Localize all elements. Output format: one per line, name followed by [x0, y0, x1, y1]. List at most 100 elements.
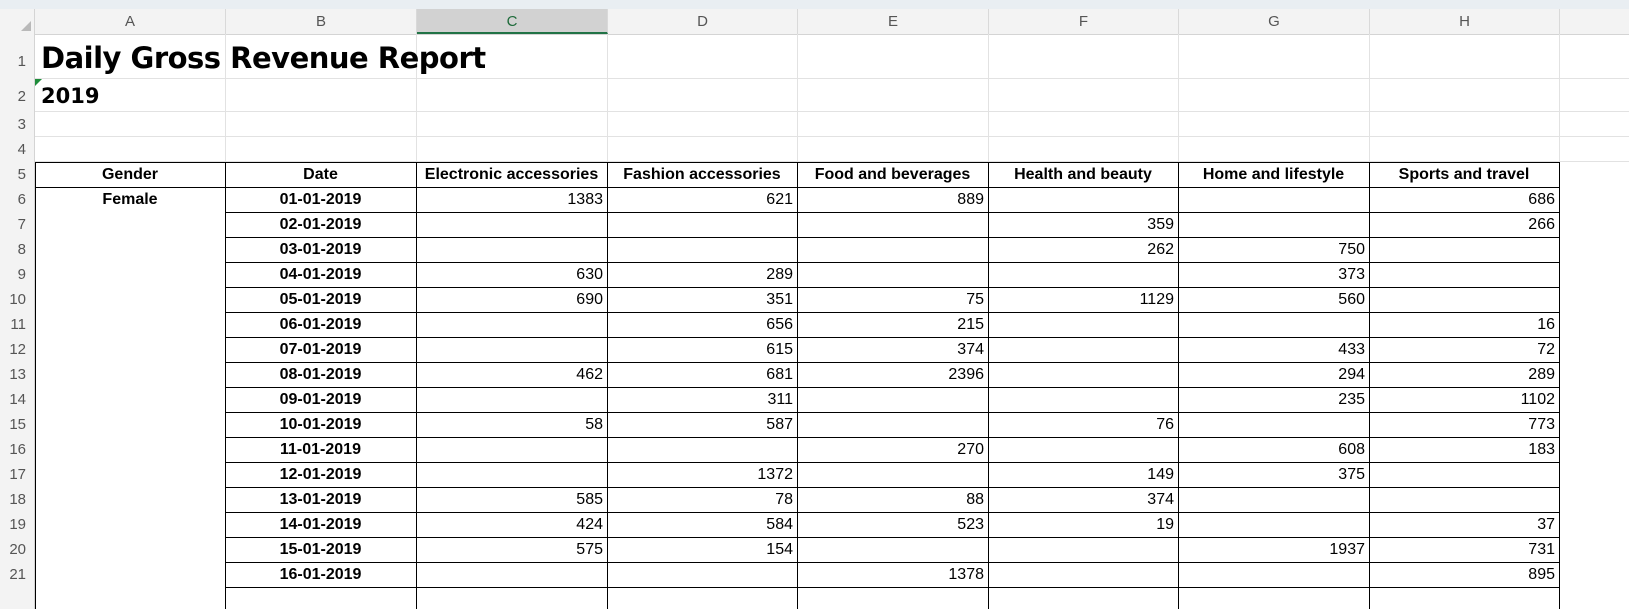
- value-cell[interactable]: [797, 212, 988, 237]
- value-cell[interactable]: 1383: [567, 191, 603, 208]
- value-cell[interactable]: 433: [1338, 341, 1365, 358]
- value-cell[interactable]: [797, 537, 988, 562]
- date-cell[interactable]: 03-01-2019: [279, 241, 362, 258]
- value-cell[interactable]: [416, 337, 607, 362]
- row-header-13[interactable]: 13: [9, 366, 26, 383]
- value-cell[interactable]: 575: [576, 541, 603, 558]
- value-cell[interactable]: [1178, 487, 1369, 512]
- value-cell[interactable]: 681: [766, 366, 793, 383]
- value-cell[interactable]: 37: [1537, 516, 1555, 533]
- row-header-20[interactable]: 20: [9, 541, 26, 558]
- value-cell[interactable]: [1178, 412, 1369, 437]
- date-cell[interactable]: 10-01-2019: [279, 416, 362, 433]
- table-header-cell[interactable]: Home and lifestyle: [1202, 166, 1345, 183]
- value-cell[interactable]: [607, 437, 797, 462]
- row-header-3[interactable]: 3: [17, 116, 26, 133]
- row-header-17[interactable]: 17: [9, 466, 26, 483]
- value-cell[interactable]: 76: [1156, 416, 1174, 433]
- value-cell[interactable]: 359: [1147, 216, 1174, 233]
- value-cell[interactable]: [416, 462, 607, 487]
- value-cell[interactable]: 351: [766, 291, 793, 308]
- value-cell[interactable]: 424: [576, 516, 603, 533]
- value-cell[interactable]: 462: [576, 366, 603, 383]
- value-cell[interactable]: 889: [957, 191, 984, 208]
- value-cell[interactable]: 215: [957, 316, 984, 333]
- date-cell[interactable]: 14-01-2019: [279, 516, 362, 533]
- value-cell[interactable]: 615: [766, 341, 793, 358]
- column-header-b[interactable]: B: [226, 9, 417, 34]
- value-cell[interactable]: [1369, 287, 1559, 312]
- value-cell[interactable]: [1369, 237, 1559, 262]
- value-cell[interactable]: [988, 187, 1178, 212]
- value-cell[interactable]: [988, 312, 1178, 337]
- table-header-cell[interactable]: Sports and travel: [1398, 166, 1530, 183]
- cell-grid[interactable]: Daily Gross Revenue Report 2019 Gender Da…: [35, 34, 1629, 609]
- value-cell[interactable]: 88: [966, 491, 984, 508]
- value-cell[interactable]: 78: [775, 491, 793, 508]
- value-cell[interactable]: 608: [1338, 441, 1365, 458]
- table-header-cell[interactable]: Fashion accessories: [623, 166, 781, 183]
- value-cell[interactable]: [797, 237, 988, 262]
- row-header-9[interactable]: 9: [17, 266, 26, 283]
- value-cell[interactable]: [416, 562, 607, 587]
- date-cell[interactable]: 11-01-2019: [280, 441, 361, 458]
- date-cell[interactable]: 09-01-2019: [279, 391, 362, 408]
- value-cell[interactable]: 149: [1147, 466, 1174, 483]
- value-cell[interactable]: 1378: [948, 566, 984, 583]
- table-header-cell[interactable]: Date: [303, 166, 338, 183]
- value-cell[interactable]: 686: [1528, 191, 1555, 208]
- value-cell[interactable]: [988, 362, 1178, 387]
- date-cell[interactable]: 13-01-2019: [279, 491, 362, 508]
- value-cell[interactable]: 19: [1156, 516, 1174, 533]
- row-header-5[interactable]: 5: [17, 166, 26, 183]
- row-header-8[interactable]: 8: [17, 241, 26, 258]
- column-header-f[interactable]: F: [989, 9, 1179, 34]
- value-cell[interactable]: 587: [766, 416, 793, 433]
- row-header-11[interactable]: 11: [10, 316, 26, 333]
- column-header-e[interactable]: E: [798, 9, 989, 34]
- row-header-15[interactable]: 15: [9, 416, 26, 433]
- row-header-1[interactable]: 1: [17, 53, 26, 70]
- date-cell[interactable]: 07-01-2019: [279, 341, 362, 358]
- value-cell[interactable]: 262: [1147, 241, 1174, 258]
- table-header-cell[interactable]: Health and beauty: [1014, 166, 1152, 183]
- column-header-a[interactable]: A: [35, 9, 226, 34]
- date-cell[interactable]: 02-01-2019: [279, 216, 362, 233]
- value-cell[interactable]: [797, 262, 988, 287]
- value-cell[interactable]: [988, 537, 1178, 562]
- value-cell[interactable]: 311: [767, 391, 793, 408]
- value-cell[interactable]: 154: [766, 541, 793, 558]
- value-cell[interactable]: [1369, 262, 1559, 287]
- value-cell[interactable]: 270: [957, 441, 984, 458]
- value-cell[interactable]: 375: [1338, 466, 1365, 483]
- value-cell[interactable]: 584: [766, 516, 793, 533]
- value-cell[interactable]: 294: [1338, 366, 1365, 383]
- value-cell[interactable]: [1178, 212, 1369, 237]
- value-cell[interactable]: 585: [576, 491, 603, 508]
- value-cell[interactable]: [797, 412, 988, 437]
- value-cell[interactable]: 289: [766, 266, 793, 283]
- value-cell[interactable]: [416, 237, 607, 262]
- row-header-19[interactable]: 19: [9, 516, 26, 533]
- column-header-h[interactable]: H: [1370, 9, 1560, 34]
- value-cell[interactable]: 374: [1147, 491, 1174, 508]
- value-cell[interactable]: [988, 262, 1178, 287]
- value-cell[interactable]: 731: [1528, 541, 1555, 558]
- value-cell[interactable]: [607, 562, 797, 587]
- value-cell[interactable]: [416, 312, 607, 337]
- row-header-7[interactable]: 7: [17, 216, 26, 233]
- value-cell[interactable]: [797, 387, 988, 412]
- row-header-2[interactable]: 2: [17, 88, 26, 105]
- date-cell[interactable]: 06-01-2019: [279, 316, 362, 333]
- table-header-cell[interactable]: Food and beverages: [814, 166, 971, 183]
- column-header-d[interactable]: D: [608, 9, 798, 34]
- value-cell[interactable]: 373: [1338, 266, 1365, 283]
- value-cell[interactable]: 523: [957, 516, 984, 533]
- value-cell[interactable]: 289: [1528, 366, 1555, 383]
- date-cell[interactable]: 05-01-2019: [279, 291, 362, 308]
- row-header-14[interactable]: 14: [9, 391, 26, 408]
- value-cell[interactable]: 16: [1537, 316, 1555, 333]
- column-header-g[interactable]: G: [1179, 9, 1370, 34]
- column-header-c[interactable]: C: [417, 9, 608, 34]
- value-cell[interactable]: 75: [966, 291, 984, 308]
